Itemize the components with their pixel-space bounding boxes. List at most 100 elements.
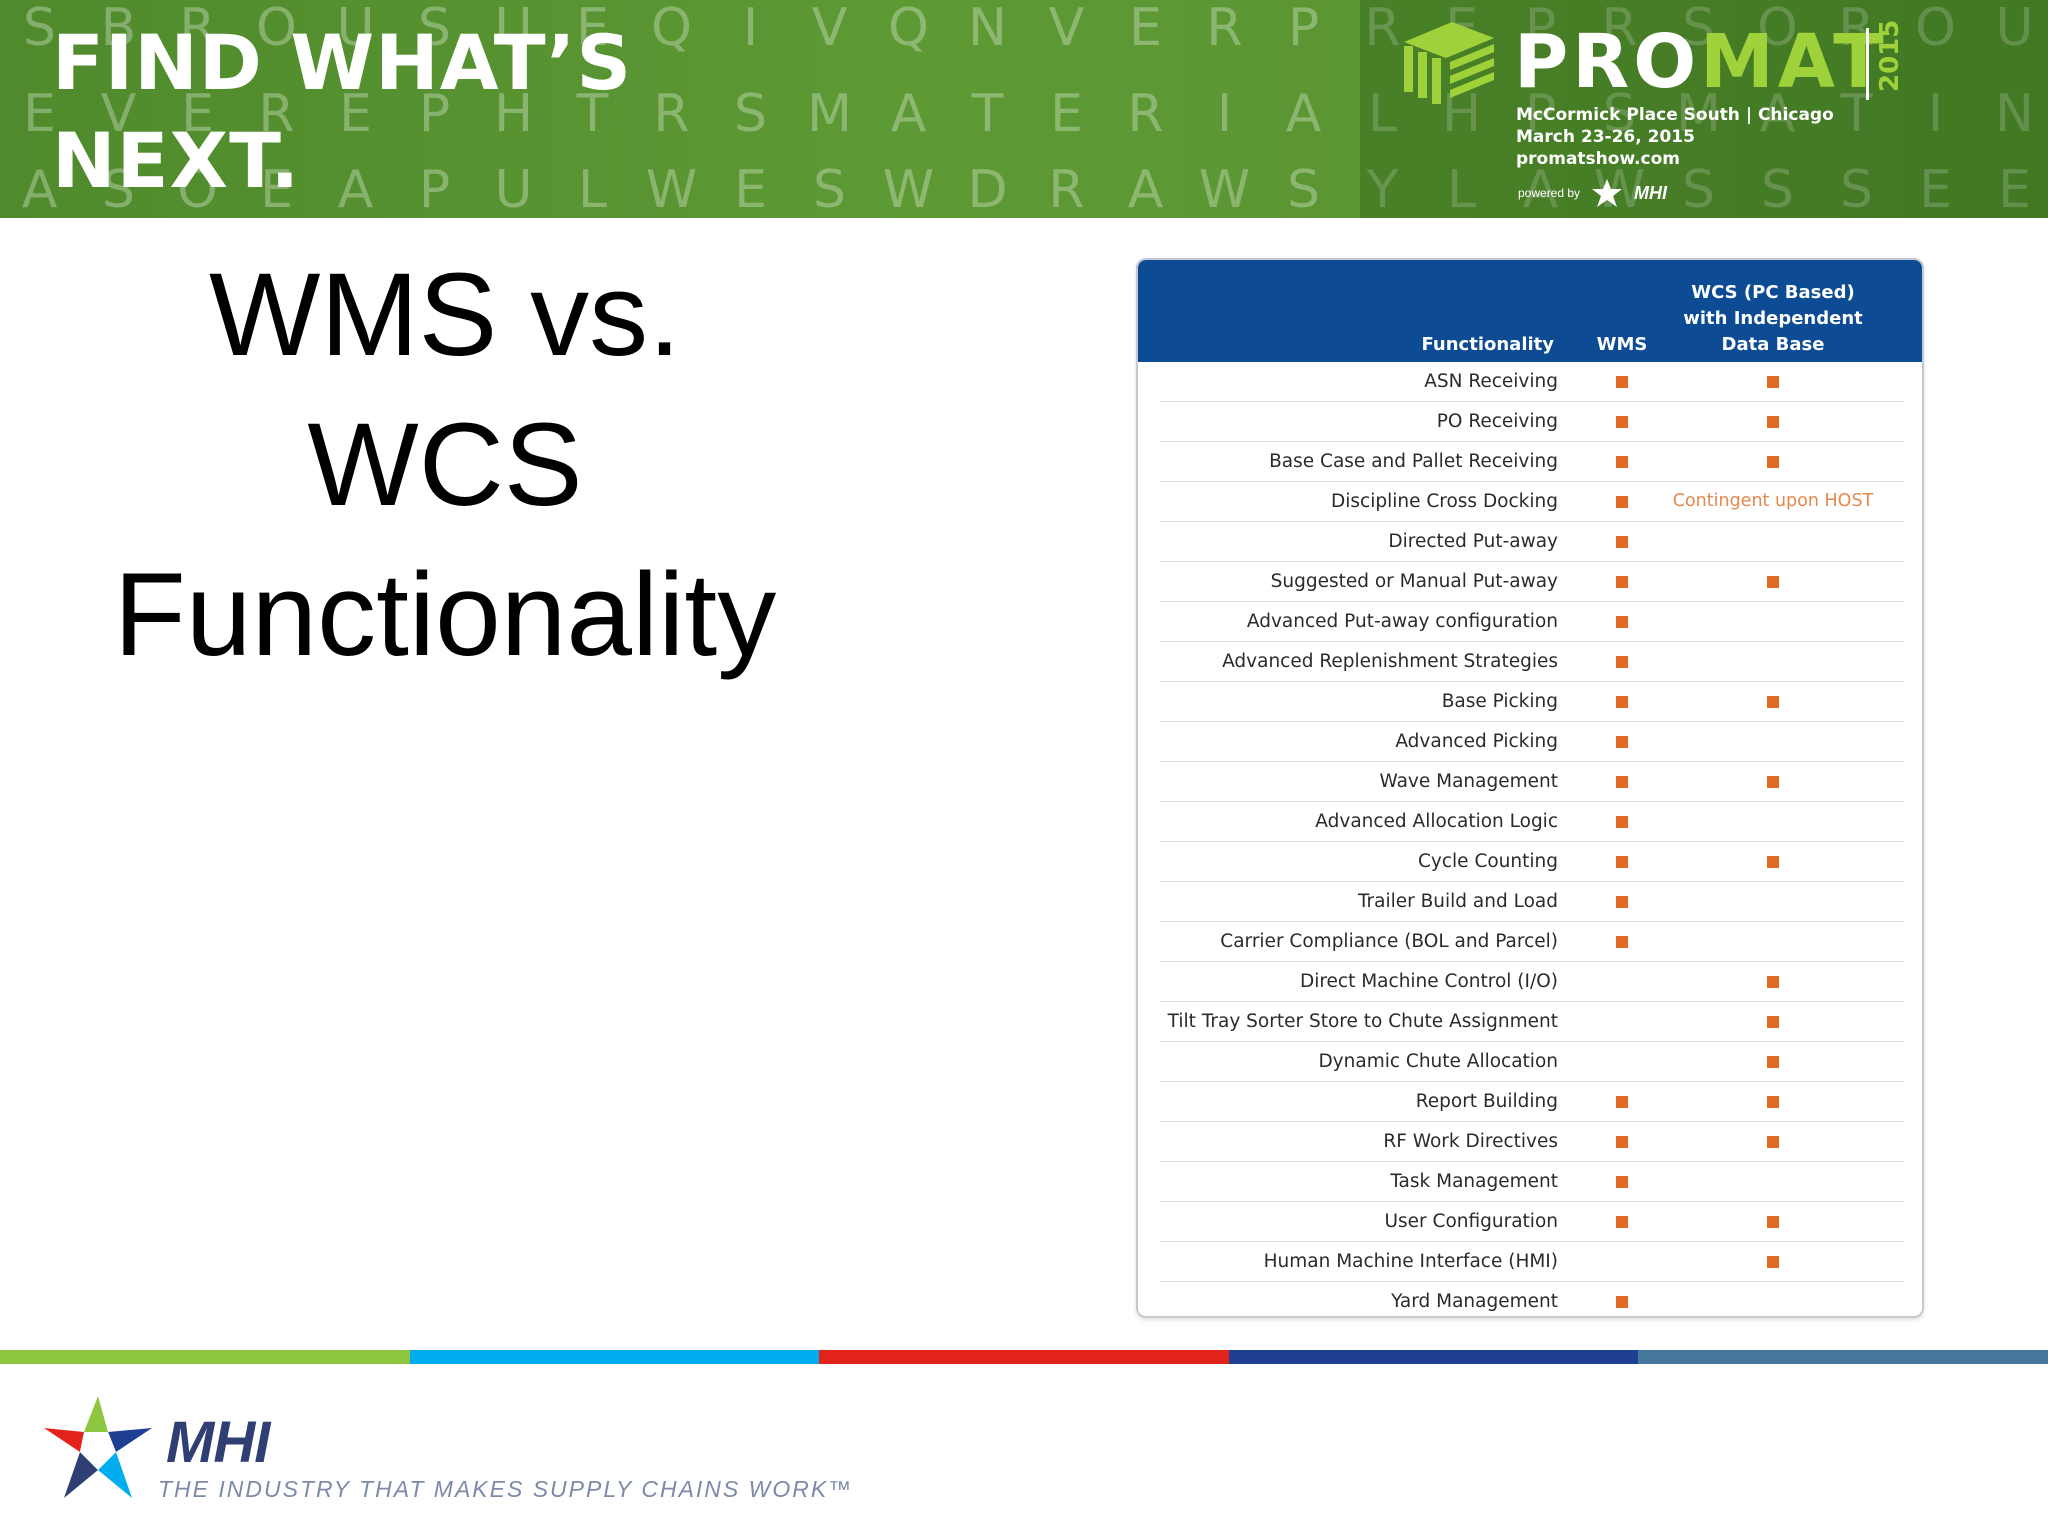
stripe-segment bbox=[0, 1350, 410, 1364]
wms-cell bbox=[1592, 1082, 1652, 1121]
banner-letter: O bbox=[256, 0, 297, 58]
banner-letter: B bbox=[100, 0, 137, 58]
comparison-table-card: Functionality WMS WCS (PC Based) with In… bbox=[1136, 258, 1924, 1318]
wms-cell bbox=[1592, 1242, 1652, 1281]
wcs-cell bbox=[1662, 1122, 1884, 1161]
wms-cell bbox=[1592, 362, 1652, 401]
banner-letter: R bbox=[653, 84, 690, 144]
banner-letter: E bbox=[23, 84, 56, 144]
banner-letter: E bbox=[339, 84, 372, 144]
banner-letter: I bbox=[1927, 84, 1944, 144]
banner-letter: L bbox=[1447, 160, 1476, 218]
banner-letter: R bbox=[1048, 160, 1085, 218]
banner-letter: S bbox=[1681, 0, 1715, 58]
table-row: Advanced Picking bbox=[1160, 722, 1904, 762]
wcs-cell bbox=[1662, 562, 1884, 601]
banner-letter: E bbox=[1998, 160, 2031, 218]
table-row: Advanced Replenishment Strategies bbox=[1160, 642, 1904, 682]
tagline-line-1: FIND WHAT’S bbox=[52, 18, 633, 107]
table-row: Trailer Build and Load bbox=[1160, 882, 1904, 922]
banner-letter: W bbox=[645, 160, 698, 218]
wms-check-mark bbox=[1616, 576, 1628, 588]
banner-tagline: FIND WHAT’S NEXT. bbox=[52, 14, 632, 210]
wcs-cell bbox=[1662, 682, 1884, 721]
banner-letter: S bbox=[1760, 160, 1794, 218]
promat-year: 2015 bbox=[1875, 19, 1905, 92]
banner-letter: S bbox=[812, 160, 846, 218]
wms-check-mark bbox=[1616, 736, 1628, 748]
banner-letter: L bbox=[578, 160, 607, 218]
wms-cell bbox=[1592, 762, 1652, 801]
wms-cell bbox=[1592, 602, 1652, 641]
wcs-cell bbox=[1662, 922, 1884, 961]
promat-word-mat: MAT bbox=[1700, 19, 1888, 105]
table-row: PO Receiving bbox=[1160, 402, 1904, 442]
wms-check-mark bbox=[1616, 536, 1628, 548]
banner-letter: U bbox=[494, 0, 533, 58]
wcs-check-mark bbox=[1767, 1256, 1779, 1268]
title-line-1: WMS vs. bbox=[209, 249, 681, 381]
banner-letter: T bbox=[971, 84, 1004, 144]
table-row: Advanced Put-away configuration bbox=[1160, 602, 1904, 642]
banner-letter: S bbox=[1681, 160, 1715, 218]
wcs-cell bbox=[1662, 802, 1884, 841]
wcs-check-mark bbox=[1767, 776, 1779, 788]
table-row: RF Work Directives bbox=[1160, 1122, 1904, 1162]
functionality-cell: Advanced Allocation Logic bbox=[1315, 811, 1558, 832]
banner-letter: P bbox=[1524, 0, 1557, 58]
functionality-cell: Dynamic Chute Allocation bbox=[1318, 1051, 1558, 1072]
promat-banner: SBROUSUEQIVQNVERPREPRSOROUS EVEREPHTRSMA… bbox=[0, 0, 2048, 218]
banner-letter: E bbox=[1129, 0, 1162, 58]
banner-letter: E bbox=[576, 0, 609, 58]
wcs-cell bbox=[1662, 762, 1884, 801]
functionality-cell: Base Picking bbox=[1441, 691, 1558, 712]
banner-letter-row: EVEREPHTRSMATERIALHPSMATING bbox=[0, 84, 2048, 144]
wcs-check-mark bbox=[1767, 576, 1779, 588]
wcs-cell bbox=[1662, 362, 1884, 401]
promat-website: promatshow.com bbox=[1516, 149, 1680, 169]
table-row: Human Machine Interface (HMI) bbox=[1160, 1242, 1904, 1282]
functionality-cell: Cycle Counting bbox=[1418, 851, 1558, 872]
wms-check-mark bbox=[1616, 936, 1628, 948]
wcs-check-mark bbox=[1767, 456, 1779, 468]
wms-cell bbox=[1592, 802, 1652, 841]
wcs-cell bbox=[1662, 442, 1884, 481]
title-line-3: Functionality bbox=[113, 549, 777, 681]
functionality-cell: Discipline Cross Docking bbox=[1331, 491, 1558, 512]
functionality-cell: Directed Put-away bbox=[1388, 531, 1558, 552]
wms-cell bbox=[1592, 842, 1652, 881]
functionality-cell: Human Machine Interface (HMI) bbox=[1263, 1251, 1558, 1272]
functionality-cell: Task Management bbox=[1390, 1171, 1558, 1192]
promat-word-pro: PRO bbox=[1514, 19, 1701, 105]
table-row: Discipline Cross Docking Contingent upon … bbox=[1160, 482, 1904, 522]
wcs-note: Contingent upon HOST bbox=[1672, 491, 1874, 511]
stripe-segment bbox=[1228, 1350, 1639, 1364]
wcs-check-mark bbox=[1767, 976, 1779, 988]
banner-letter: P bbox=[1287, 0, 1320, 58]
wms-check-mark bbox=[1616, 816, 1628, 828]
wms-check-mark bbox=[1616, 616, 1628, 628]
promat-year-badge: 2015 bbox=[1866, 20, 1909, 100]
banner-letter: E bbox=[181, 84, 214, 144]
table-row: User Configuration bbox=[1160, 1202, 1904, 1242]
functionality-cell: Advanced Replenishment Strategies bbox=[1222, 651, 1558, 672]
table-header: Functionality WMS WCS (PC Based) with In… bbox=[1138, 260, 1922, 362]
banner-letter: A bbox=[1127, 160, 1164, 218]
functionality-cell: Tilt Tray Sorter Store to Chute Assignme… bbox=[1167, 1011, 1558, 1032]
wcs-cell bbox=[1662, 402, 1884, 441]
functionality-cell: Report Building bbox=[1415, 1091, 1558, 1112]
banner-letter: S bbox=[417, 0, 451, 58]
functionality-cell: Direct Machine Control (I/O) bbox=[1299, 971, 1558, 992]
wcs-check-mark bbox=[1767, 696, 1779, 708]
table-row: Cycle Counting bbox=[1160, 842, 1904, 882]
banner-letter: A bbox=[1285, 84, 1322, 144]
banner-letter: P bbox=[1524, 84, 1557, 144]
wcs-check-mark bbox=[1767, 376, 1779, 388]
footer-tagline: THE INDUSTRY THAT MAKES SUPPLY CHAINS WO… bbox=[158, 1476, 854, 1502]
wcs-cell bbox=[1662, 1042, 1884, 1081]
wms-check-mark bbox=[1616, 376, 1628, 388]
wcs-cell bbox=[1662, 1202, 1884, 1241]
banner-letter: I bbox=[742, 0, 759, 58]
wcs-cell bbox=[1662, 882, 1884, 921]
wms-check-mark bbox=[1616, 896, 1628, 908]
